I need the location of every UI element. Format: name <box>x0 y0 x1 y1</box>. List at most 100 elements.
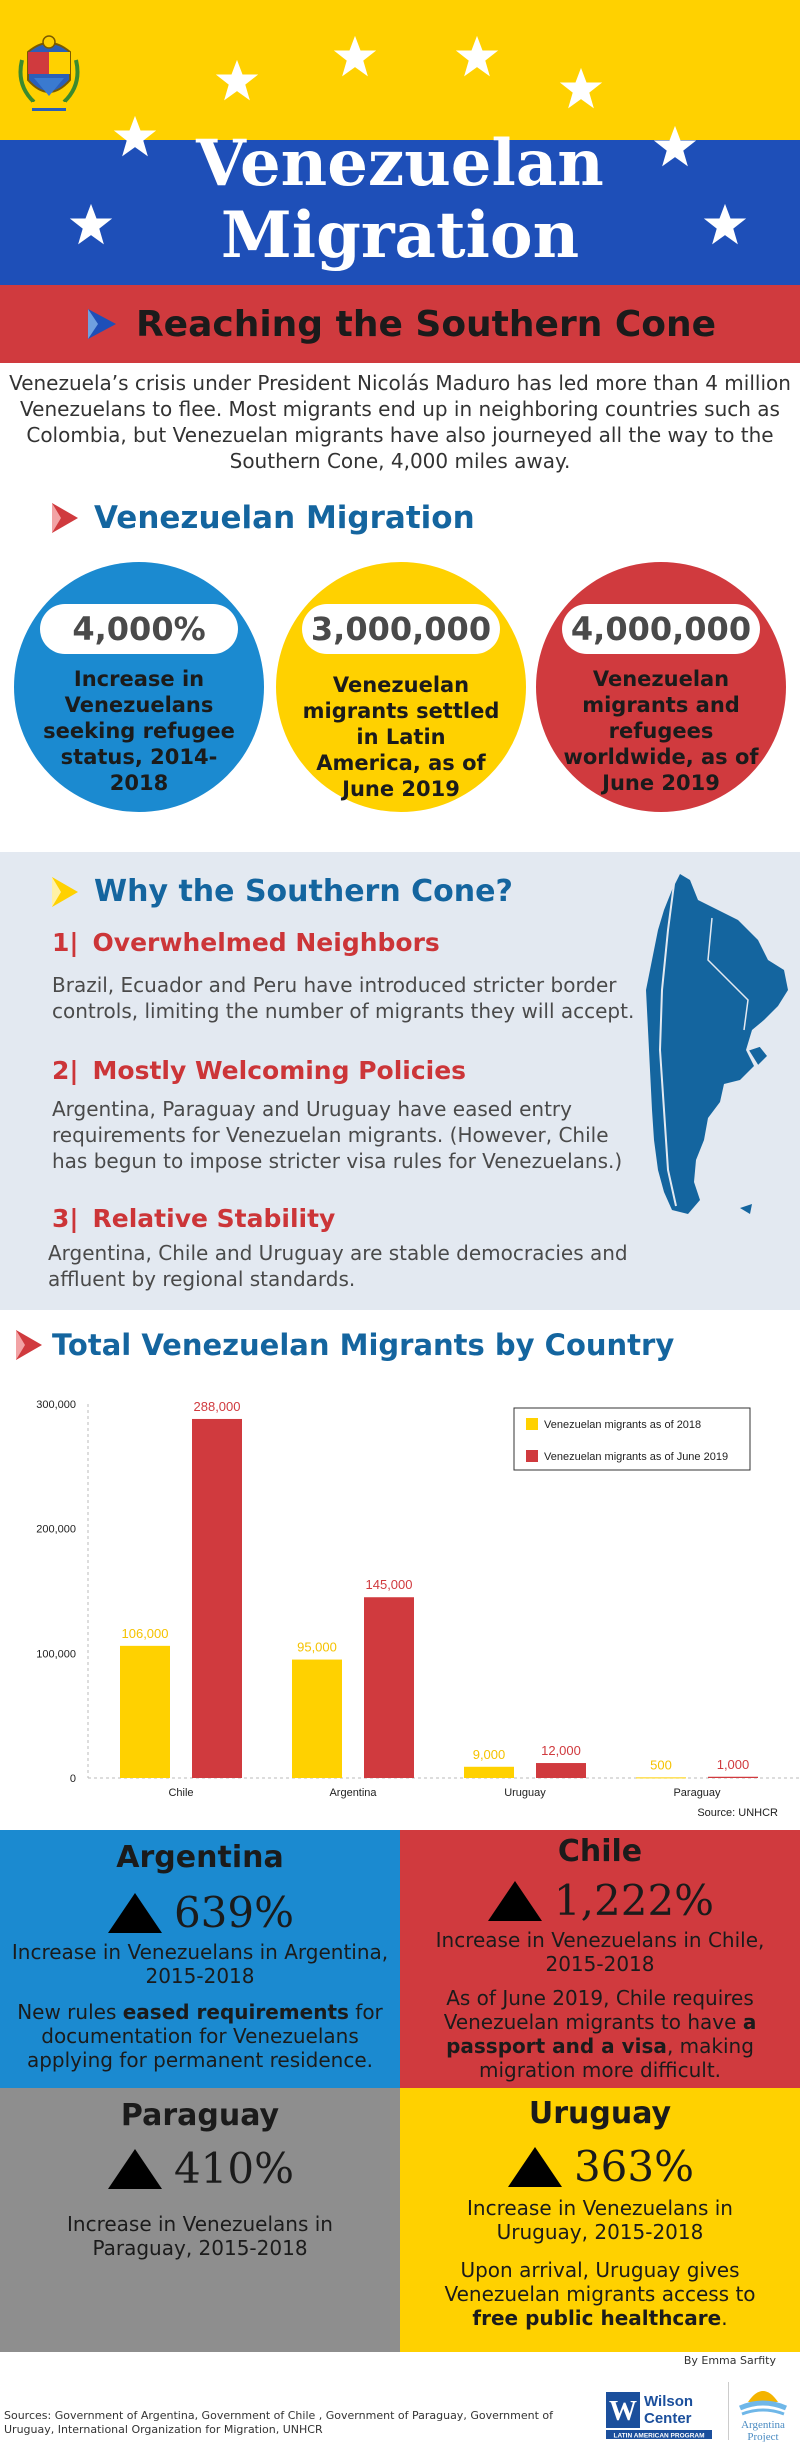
bar-chile-0 <box>120 1645 170 1778</box>
triangle-up-icon <box>107 1892 162 1933</box>
note-bold: a passport and a visa <box>446 2010 757 2058</box>
play-arrow-icon <box>52 503 78 533</box>
country-pct: 363% <box>573 2142 695 2191</box>
wilson-name-1: Wilson <box>644 2393 693 2410</box>
y-tick-label: 100,000 <box>36 1648 76 1660</box>
stat-value: 4,000% <box>40 604 238 654</box>
argentina-project-line1: Argentina <box>741 2419 785 2431</box>
bar-argentina-1 <box>364 1597 414 1778</box>
why-item-number: 3| <box>52 1204 79 1233</box>
play-arrow-icon <box>16 1330 42 1360</box>
bar-value-label: 95,000 <box>297 1640 337 1655</box>
country-name: Uruguay <box>528 2096 672 2131</box>
page-title: Venezuelan Migration <box>0 128 800 272</box>
subtitle: Reaching the Southern Cone <box>135 303 717 345</box>
title-line-1: Venezuelan <box>196 126 604 201</box>
why-item-title: 3| Relative Stability <box>52 1204 335 1233</box>
chart-legend-box <box>513 1407 751 1471</box>
stat-circle: 4,000% Increase in Venezuelans seeking r… <box>14 562 264 812</box>
coat-of-arms-icon <box>18 35 80 111</box>
why-item-title-text: Overwhelmed Neighbors <box>92 928 440 957</box>
legend-swatch <box>526 1418 538 1430</box>
sources-text: Sources: Government of Argentina, Govern… <box>4 2409 554 2436</box>
y-tick-label: 0 <box>70 1773 76 1785</box>
country-tile-chile: Chile 1,222% Increase in Venezuelans in … <box>400 1830 800 2088</box>
stat-label: Venezuelan migrants settled in Latin Ame… <box>302 673 500 801</box>
star-icon <box>703 203 747 245</box>
subtitle-banner: Reaching the Southern Cone <box>0 285 800 363</box>
country-note: Upon arrival, Uruguay gives Venezuelan m… <box>400 2258 800 2330</box>
bar-value-label: 288,000 <box>194 1399 241 1414</box>
stat-label: Venezuelan migrants and refugees worldwi… <box>563 667 759 795</box>
section-heading-text: Why the Southern Cone? <box>94 874 513 909</box>
x-tick-label: Chile <box>168 1787 193 1799</box>
why-item-body: Argentina, Chile and Uruguay are stable … <box>48 1241 628 1291</box>
note-bold: free public healthcare <box>472 2306 722 2330</box>
star-icon <box>455 35 499 77</box>
chart-source: Source: UNHCR <box>697 1807 778 1819</box>
x-tick-label: Uruguay <box>504 1787 546 1799</box>
bar-value-label: 145,000 <box>366 1577 413 1592</box>
flag-red-band <box>0 285 800 363</box>
country-name: Argentina <box>116 1840 284 1875</box>
triangle-up-icon <box>487 1880 542 1921</box>
y-tick-label: 200,000 <box>36 1524 76 1536</box>
country-pct: 410% <box>173 2144 295 2193</box>
country-pct-row: 1,222% <box>400 1876 800 1925</box>
star-icon <box>559 67 603 109</box>
stat-value: 3,000,000 <box>302 604 500 654</box>
note-text: for documentation for Venezuelans applyi… <box>26 2000 383 2072</box>
country-tile-argentina: Argentina 639% Increase in Venezuelans i… <box>0 1830 400 2088</box>
section-heading-chart: Total Venezuelan Migrants by Country <box>14 1328 674 1362</box>
note-bold: eased requirements <box>122 2000 349 2024</box>
bar-uruguay-1 <box>536 1763 586 1778</box>
stat-label: Increase in Venezuelans seeking refugee … <box>43 667 235 795</box>
section-heading-text: Venezuelan Migration <box>94 500 475 536</box>
note-text: . <box>721 2306 728 2330</box>
wilson-name-2: Center <box>644 2410 692 2427</box>
country-name: Paraguay <box>120 2098 280 2133</box>
country-tile-uruguay: Uruguay 363% Increase in Venezuelans in … <box>400 2088 800 2352</box>
bar-paraguay-1 <box>708 1776 758 1778</box>
legend-label: Venezuelan migrants as of June 2019 <box>544 1451 728 1463</box>
country-note: New rules eased requirements for documen… <box>0 2000 400 2072</box>
star-icon <box>333 35 377 77</box>
country-note: As of June 2019, Chile requires Venezuel… <box>400 1986 800 2082</box>
country-desc: Increase in Venezuelans in Argentina, 20… <box>11 1940 389 1988</box>
stat-value: 4,000,000 <box>562 604 760 654</box>
bar-value-label: 12,000 <box>541 1743 581 1758</box>
bar-value-label: 500 <box>650 1757 672 1772</box>
country-pct: 1,222% <box>553 1876 715 1925</box>
country-pct-row: 639% <box>0 1888 400 1937</box>
wilson-program: LATIN AMERICAN PROGRAM <box>614 2433 705 2440</box>
title-line-2: Migration <box>220 198 580 273</box>
play-arrow-icon <box>87 309 116 339</box>
note-text: Upon arrival, Uruguay gives Venezuelan m… <box>444 2258 756 2306</box>
legend-swatch <box>526 1450 538 1462</box>
bar-value-label: 106,000 <box>122 1626 169 1641</box>
play-arrow-icon <box>52 876 78 907</box>
note-text: , making migration more difficult. <box>478 2034 754 2082</box>
flag-blue-band <box>0 140 800 285</box>
flag-yellow-band <box>0 0 800 140</box>
country-pct-row: 363% <box>400 2142 800 2191</box>
bar-chile-1 <box>192 1418 242 1778</box>
country-name: Chile <box>557 1834 643 1869</box>
star-icon <box>113 115 157 157</box>
svg-text:W: W <box>609 2396 637 2427</box>
section-heading-text: Total Venezuelan Migrants by Country <box>52 1328 675 1362</box>
why-item-body: Argentina, Paraguay and Uruguay have eas… <box>52 1097 623 1173</box>
stat-circle: 4,000,000 Venezuelan migrants and refuge… <box>536 562 786 812</box>
star-icon <box>215 59 259 101</box>
country-pct-row: 410% <box>0 2144 400 2193</box>
country-desc: Increase in Venezuelans in Paraguay, 201… <box>67 2212 333 2260</box>
star-icon <box>653 125 697 167</box>
intro-paragraph: Venezuela’s crisis under President Nicol… <box>9 371 791 473</box>
why-item-title: 2| Mostly Welcoming Policies <box>52 1056 466 1085</box>
why-item-body: Brazil, Ecuador and Peru have introduced… <box>52 973 635 1023</box>
byline: By Emma Sarfity <box>683 2354 776 2367</box>
bar-value-label: 1,000 <box>717 1757 750 1772</box>
star-icon <box>69 203 113 245</box>
migrants-bar-chart: 0 100,000 200,000 300,000 Chile Argentina Urug… <box>36 1399 800 1819</box>
section-heading-why: Why the Southern Cone? <box>50 874 513 909</box>
